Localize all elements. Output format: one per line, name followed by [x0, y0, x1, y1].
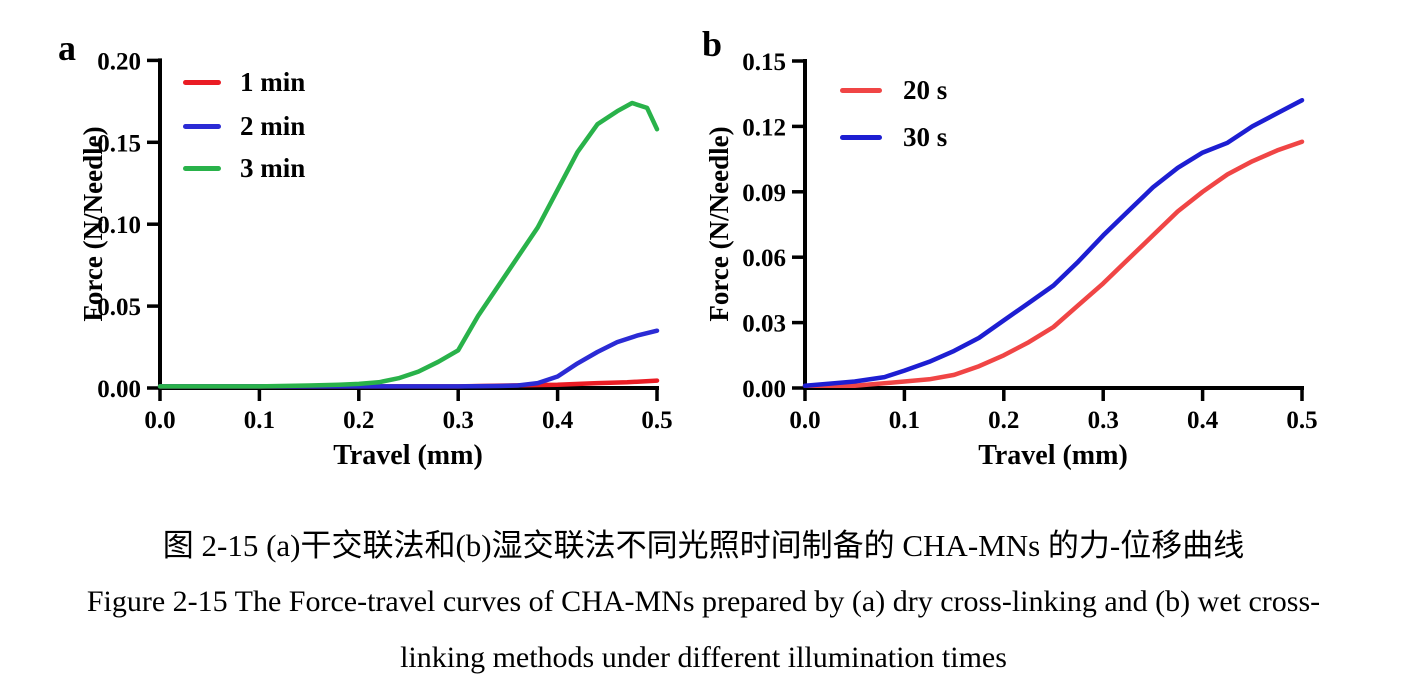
chart-b-plot: 0.0 0.1 0.2 0.3 0.4 0.5 0.00 0.03 0.06 0.09 0.12 0.… — [742, 49, 1317, 434]
y-tick-label: 0.00 — [742, 376, 786, 403]
legend-swatch-30-s — [840, 134, 882, 140]
y-tick-label: 0.15 — [97, 130, 141, 157]
series-curve-30-s — [802, 97, 1305, 389]
legend-swatch-2-min — [183, 123, 221, 129]
chart-b-y-axis-label: Force (N/Needle) — [704, 126, 734, 322]
y-tick-label: 0.06 — [742, 245, 786, 272]
legend-item-30-s: 30 s — [840, 122, 948, 152]
y-tick-label: 0.03 — [742, 311, 786, 338]
x-tick-label: 0.3 — [443, 407, 474, 434]
series-curve-3-min — [157, 100, 660, 389]
legend-label-3-min: 3 min — [240, 153, 306, 183]
y-tick-label: 0.10 — [97, 212, 141, 239]
panel-b-label: b — [702, 24, 723, 64]
x-tick-label: 0.5 — [641, 407, 672, 434]
y-tick-label: 0.05 — [97, 294, 141, 321]
x-tick-label: 0.0 — [789, 407, 820, 434]
legend-item-3-min: 3 min — [183, 153, 306, 183]
legend-item-2-min: 2 min — [183, 111, 306, 141]
caption-english-line1: Figure 2-15 The Force-travel curves of C… — [86, 585, 1321, 618]
x-tick-label: 0.5 — [1286, 407, 1317, 434]
chart-a-x-axis-label: Travel (mm) — [333, 440, 483, 471]
chart-a-y-axis-label: Force (N/Needle) — [78, 126, 108, 322]
x-tick-label: 0.2 — [343, 407, 374, 434]
y-tick-label: 0.00 — [97, 376, 141, 403]
chart-a-plot: 0.0 0.1 0.2 0.3 0.4 0.5 0.00 0.05 0.10 0.15 0.20 — [97, 48, 672, 434]
legend-item-20-s: 20 s — [840, 75, 948, 105]
x-tick-label: 0.4 — [542, 407, 574, 434]
y-tick-label: 0.15 — [742, 49, 786, 76]
x-tick-label: 0.0 — [144, 407, 175, 434]
caption-chinese: 图 2-15 (a)干交联法和(b)湿交联法不同光照时间制备的 CHA-MNs … — [162, 528, 1245, 563]
legend-label-2-min: 2 min — [240, 111, 306, 141]
y-tick-label: 0.20 — [97, 48, 141, 75]
series-curve-20-s — [802, 139, 1305, 389]
x-tick-label: 0.2 — [988, 407, 1019, 434]
legend-swatch-20-s — [840, 87, 882, 93]
legend-swatch-3-min — [183, 165, 221, 171]
x-tick-label: 0.1 — [889, 407, 920, 434]
chart-b-x-axis-label: Travel (mm) — [978, 440, 1128, 471]
legend-swatch-1-min — [183, 79, 221, 85]
y-tick-label: 0.12 — [742, 114, 786, 141]
caption-english-line2: linking methods under different illumina… — [400, 641, 1007, 674]
legend-item-1-min: 1 min — [183, 67, 306, 97]
legend-label-30-s: 30 s — [903, 122, 948, 152]
x-tick-label: 0.3 — [1088, 407, 1119, 434]
y-tick-label: 0.09 — [742, 180, 786, 207]
legend-label-20-s: 20 s — [903, 75, 948, 105]
x-tick-label: 0.4 — [1187, 407, 1219, 434]
panel-a-label: a — [58, 28, 76, 68]
x-tick-label: 0.1 — [244, 407, 275, 434]
legend-label-1-min: 1 min — [240, 67, 306, 97]
